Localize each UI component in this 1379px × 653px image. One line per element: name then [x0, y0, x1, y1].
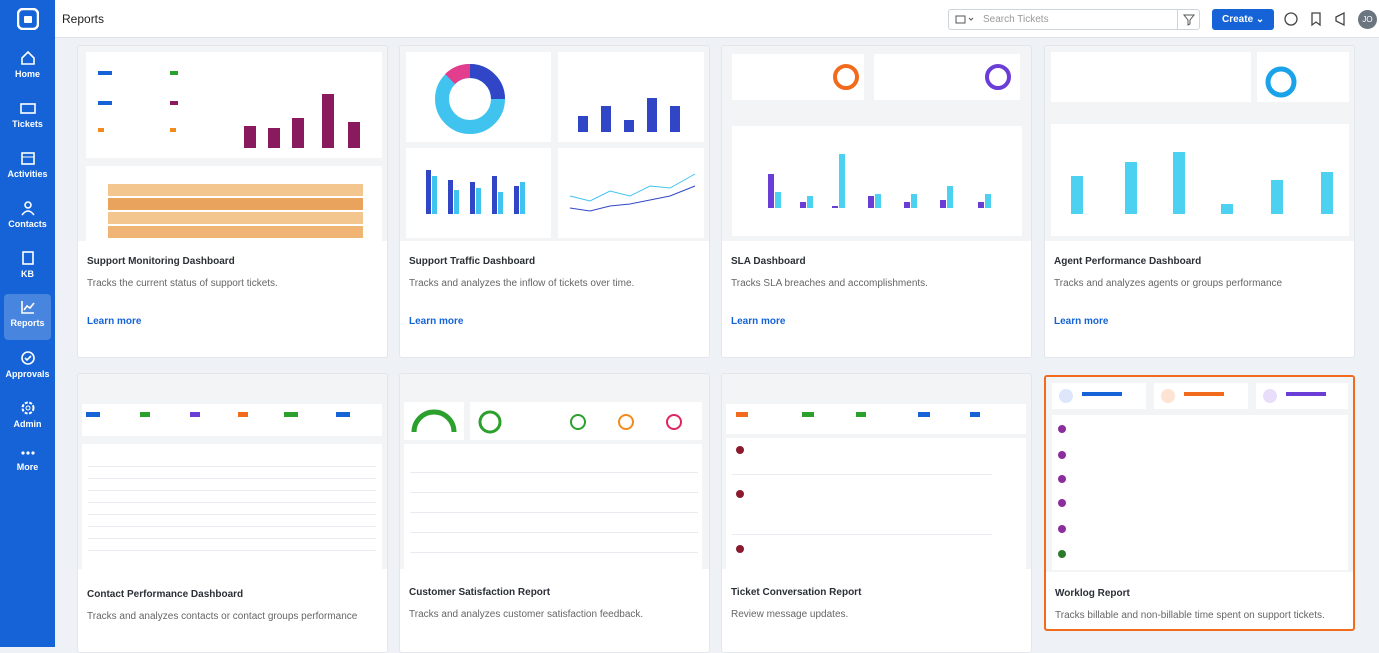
card-title: Customer Satisfaction Report: [409, 587, 551, 598]
nav-approvals[interactable]: Approvals: [4, 345, 51, 391]
learn-more-link[interactable]: Learn more: [731, 316, 786, 327]
create-label: Create: [1222, 14, 1254, 25]
nav-activities[interactable]: Activities: [4, 145, 51, 191]
thumbnail: [78, 374, 387, 569]
thumbnail: [1046, 377, 1353, 572]
nav-kb[interactable]: KB: [4, 245, 51, 291]
card-title: Support Monitoring Dashboard: [87, 256, 235, 267]
learn-more-link[interactable]: Learn more: [1054, 316, 1109, 327]
sidebar: Home Tickets Activities Contacts KB Repo…: [0, 0, 55, 647]
report-card[interactable]: Support Monitoring Dashboard Tracks the …: [77, 45, 388, 358]
card-title: Worklog Report: [1055, 588, 1130, 599]
nav-label: KB: [21, 269, 34, 279]
nav-label: Contacts: [8, 219, 47, 229]
card-title: Support Traffic Dashboard: [409, 256, 536, 267]
report-card[interactable]: SLA Dashboard Tracks SLA breaches and ac…: [721, 45, 1032, 358]
card-description: Tracks the current status of support tic…: [87, 278, 278, 289]
card-description: Tracks and analyzes the inflow of ticket…: [409, 278, 635, 289]
report-card[interactable]: Worklog Report Tracks billable and non-b…: [1044, 375, 1355, 631]
card-description: Review message updates.: [731, 609, 849, 620]
thumbnail: [78, 46, 387, 241]
nav-label: Tickets: [12, 119, 43, 129]
nav-label: More: [16, 462, 39, 472]
report-card[interactable]: Ticket Conversation Report Review messag…: [721, 373, 1032, 653]
report-card[interactable]: Support Traffic Dashboard Tracks and ana…: [399, 45, 710, 358]
header-icons: [1284, 11, 1345, 27]
thumbnail: [722, 374, 1031, 569]
card-description: Tracks and analyzes agents or groups per…: [1054, 278, 1283, 289]
top-bar: Reports Search Tickets Create ⌄ JO: [55, 0, 1379, 38]
card-description: Tracks SLA breaches and accomplishments.: [731, 278, 928, 289]
nav-label: Admin: [13, 419, 42, 429]
card-description: Tracks and analyzes customer satisfactio…: [409, 609, 644, 620]
create-button[interactable]: Create ⌄: [1212, 9, 1274, 30]
thumbnail: [400, 374, 709, 569]
nav-more[interactable]: More: [4, 442, 51, 488]
thumbnail: [722, 46, 1031, 241]
search-placeholder: Search Tickets: [983, 14, 1049, 25]
learn-more-link[interactable]: Learn more: [87, 316, 142, 327]
nav-tickets[interactable]: Tickets: [4, 95, 51, 141]
avatar[interactable]: JO: [1358, 10, 1377, 29]
nav-label: Reports: [10, 318, 45, 328]
card-title: Contact Performance Dashboard: [87, 589, 244, 600]
nav-label: Activities: [7, 169, 48, 179]
nav-reports[interactable]: Reports: [4, 294, 51, 340]
report-card[interactable]: Contact Performance Dashboard Tracks and…: [77, 373, 388, 653]
search-box[interactable]: Search Tickets: [948, 9, 1200, 30]
card-title: SLA Dashboard: [731, 256, 806, 267]
nav-label: Home: [14, 69, 40, 79]
report-card[interactable]: Customer Satisfaction Report Tracks and …: [399, 373, 710, 653]
nav-admin[interactable]: Admin: [4, 395, 51, 441]
nav-home[interactable]: Home: [4, 45, 51, 91]
card-description: Tracks and analyzes contacts or contact …: [87, 611, 358, 622]
logo: [17, 8, 39, 30]
thumbnail: [1045, 46, 1354, 241]
page-title: Reports: [62, 12, 105, 26]
learn-more-link[interactable]: Learn more: [409, 316, 464, 327]
card-description: Tracks billable and non-billable time sp…: [1055, 610, 1325, 621]
nav-label: Approvals: [5, 369, 50, 379]
card-title: Agent Performance Dashboard: [1054, 256, 1202, 267]
card-title: Ticket Conversation Report: [731, 587, 862, 598]
nav-contacts[interactable]: Contacts: [4, 195, 51, 241]
thumbnail: [400, 46, 709, 241]
report-card[interactable]: Agent Performance Dashboard Tracks and a…: [1044, 45, 1355, 358]
